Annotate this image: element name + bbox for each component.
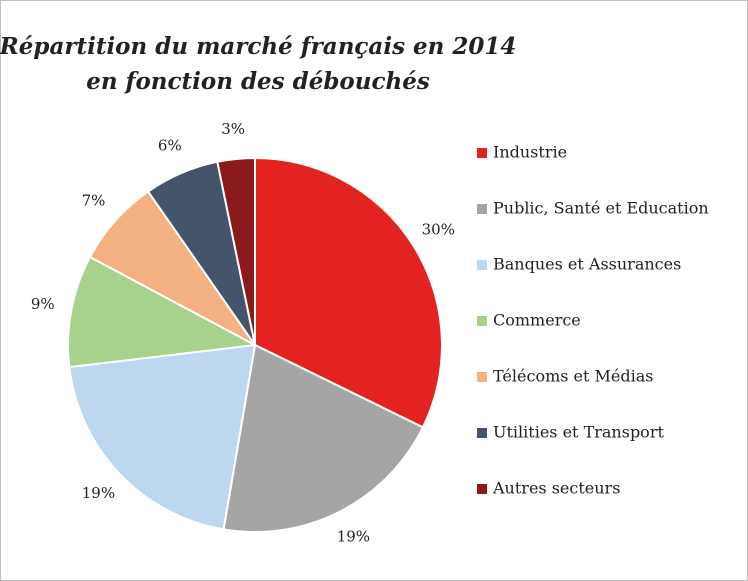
legend-swatch: [477, 148, 487, 158]
pie-slice: [68, 343, 257, 531]
pie-slice: [254, 156, 443, 429]
data-label: 19%: [337, 527, 370, 545]
pie-slice: [216, 156, 256, 346]
legend-label: Télécoms et Médias: [493, 367, 654, 386]
legend-swatch: [477, 484, 487, 494]
legend-label: Industrie: [493, 143, 567, 162]
legend-swatch: [477, 428, 487, 438]
legend-swatch: [477, 316, 487, 326]
chart-title: en fonction des débouchés: [86, 68, 430, 95]
legend-label: Autres secteurs: [492, 479, 620, 498]
data-label: 3%: [221, 120, 245, 138]
legend-label: Banques et Assurances: [493, 255, 681, 274]
legend-label: Utilities et Transport: [493, 423, 664, 442]
data-label: 30%: [422, 221, 455, 239]
data-label: 6%: [158, 137, 182, 155]
pie-slice: [67, 255, 259, 369]
legend-swatch: [477, 372, 487, 382]
legend-label: Commerce: [493, 311, 581, 330]
legend-label: Public, Santé et Education: [493, 199, 709, 218]
data-label: 7%: [82, 192, 106, 210]
data-label: 19%: [82, 484, 115, 502]
pie-slice: [222, 343, 425, 533]
legend-swatch: [477, 260, 487, 270]
data-label: 9%: [31, 295, 55, 313]
chart-title: Répartition du marché français en 2014: [0, 33, 516, 60]
legend-swatch: [477, 204, 487, 214]
